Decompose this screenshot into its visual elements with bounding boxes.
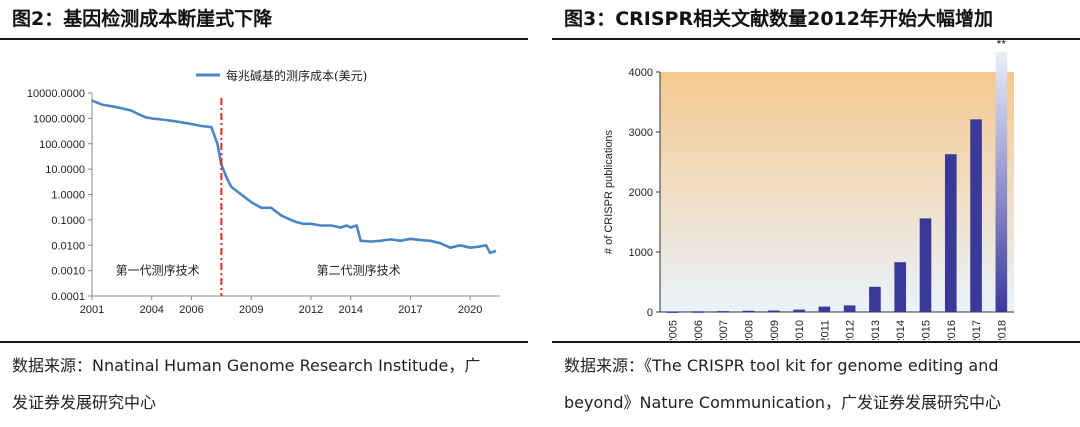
- left-panel: 图2：基因检测成本断崖式下降 0.0001 0.0010 0.0100 0.1000 1…: [0, 0, 528, 427]
- bar-2008: [742, 310, 755, 313]
- x-tick-label: 2006: [179, 304, 203, 316]
- y-tick-label: 100.0000: [39, 139, 85, 151]
- left-panel-title: 图2：基因检测成本断崖式下降: [12, 8, 273, 30]
- x-tick-label: 2015: [921, 320, 933, 340]
- y-tick-label: 1000: [629, 247, 653, 259]
- y-axis-label: # of CRISPR publications: [603, 129, 615, 254]
- left-source-rule: [0, 341, 528, 343]
- right-source-line-2: beyond》Nature Communication，广发证券发展研究中心: [564, 393, 1002, 412]
- x-tick-label: 2007: [718, 320, 730, 340]
- y-tick-label: 0.0100: [51, 240, 85, 252]
- x-tick-label: 2004: [139, 304, 163, 316]
- y-tick-label: 0.0010: [51, 266, 85, 278]
- series-line-sequencing-cost: [91, 99, 497, 255]
- x-tick-label: 2012: [299, 304, 323, 316]
- legend-label: 每兆碱基的测序成本(美元): [226, 68, 367, 83]
- x-tick-label: 2018: [996, 320, 1008, 340]
- plot-background: [660, 72, 1014, 312]
- x-tick-label: 2020: [458, 304, 482, 316]
- x-tick-label: 2009: [239, 304, 263, 316]
- x-tick-label: 2016: [946, 320, 958, 340]
- bar-2016: [944, 154, 957, 312]
- left-source-line-2: 发证券发展研究中心: [12, 393, 157, 412]
- y-tick-label: 1000.0000: [33, 113, 85, 125]
- x-tick-label: 2008: [744, 320, 756, 340]
- x-tick-label: 2014: [895, 320, 907, 340]
- bar-2007: [717, 311, 730, 313]
- bar-2013: [869, 286, 881, 312]
- bar-note-asterisks: **: [997, 40, 1007, 51]
- y-tick-label: 4000: [629, 67, 653, 79]
- annotation-label: 第二代测序技术: [317, 263, 401, 278]
- right-source-line-1: 数据来源：《The CRISPR tool kit for genome edi…: [564, 356, 999, 375]
- y-tick-label: 3000: [629, 127, 653, 139]
- x-tick-label: 2011: [819, 320, 831, 340]
- left-source-line-1: 数据来源：Nnatinal Human Genome Research Inst…: [12, 356, 481, 375]
- bar-2005: [666, 311, 679, 313]
- right-panel-title: 图3：CRISPR相关文献数量2012年开始大幅增加: [564, 8, 993, 30]
- right-panel: 图3：CRISPR相关文献数量2012年开始大幅增加 0 1000 2000 3000…: [552, 0, 1080, 427]
- x-tick-label: 2005: [668, 320, 680, 340]
- left-title-rule: [0, 38, 528, 40]
- bar-2010: [793, 309, 805, 312]
- bar-2015: [919, 218, 932, 312]
- x-tick-label: 2012: [845, 320, 857, 340]
- x-tick-label: 2017: [971, 320, 983, 340]
- crispr-publications-chart: 0 1000 2000 3000 4000 2005 2006 2007 2008 2009 201…: [603, 40, 1014, 340]
- y-tick-label: 1.0000: [51, 190, 85, 202]
- x-tick-label: 2006: [693, 320, 705, 340]
- right-title-rule: [552, 38, 1080, 40]
- sequencing-cost-chart: 0.0001 0.0010 0.0100 0.1000 1.0000 10.0000 100…: [27, 68, 500, 316]
- bar-2014: [894, 262, 907, 312]
- bar-2017: [970, 119, 982, 313]
- bar-2009: [767, 310, 780, 312]
- annotation-label: 第一代测序技术: [116, 263, 200, 278]
- x-tick-label: 2017: [398, 304, 422, 316]
- y-tick-label: 10.0000: [45, 164, 85, 176]
- right-source-rule: [552, 341, 1080, 343]
- x-tick-label: 2010: [794, 320, 806, 340]
- bar-2012: [843, 305, 856, 312]
- y-tick-label: 10000.0000: [27, 88, 85, 100]
- y-tick-label: 0.1000: [51, 215, 85, 227]
- y-tick-label: 0: [647, 307, 653, 319]
- y-tick-label: 2000: [629, 187, 653, 199]
- x-tick-label: 2014: [338, 304, 362, 316]
- bar-2011: [818, 306, 831, 312]
- bar-2018: [995, 52, 1008, 312]
- x-tick-label: 2001: [80, 304, 104, 316]
- bar-2006: [692, 311, 704, 313]
- x-tick-label: 2013: [870, 320, 882, 340]
- y-tick-label: 0.0001: [51, 291, 85, 303]
- x-tick-label: 2009: [769, 320, 781, 340]
